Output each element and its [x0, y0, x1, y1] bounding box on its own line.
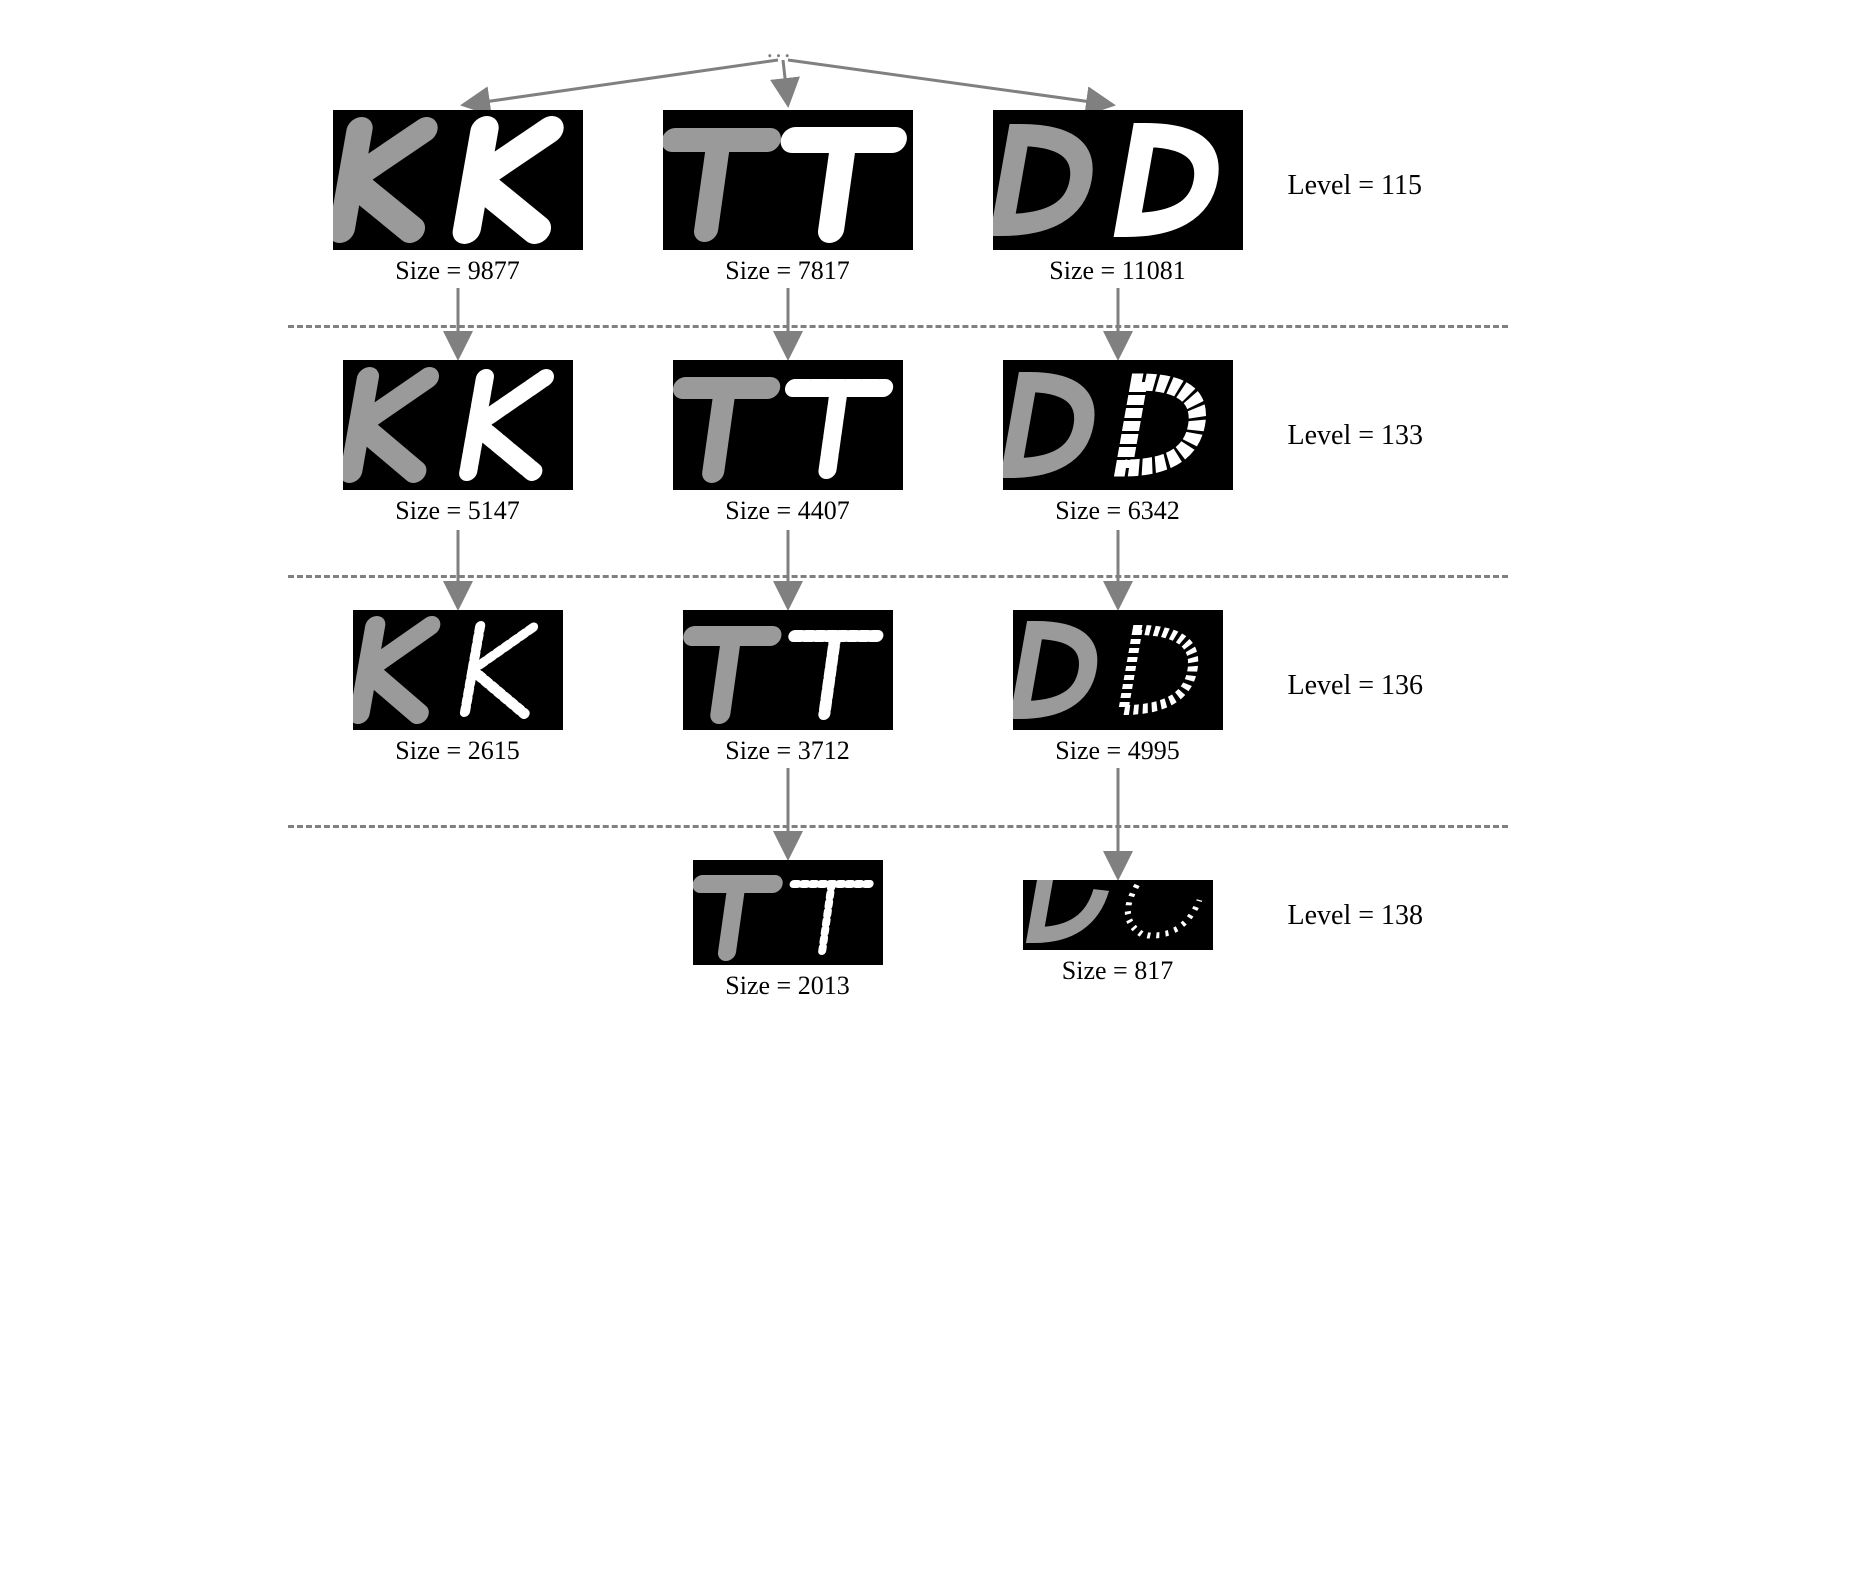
tree-node: Size = 2615 [353, 610, 563, 766]
size-label: Size = 817 [1062, 956, 1173, 986]
letter-tile-T [673, 360, 903, 490]
level-divider [288, 575, 1508, 578]
tree-node: Size = 11081 [993, 110, 1243, 286]
letter-tile-D [1003, 360, 1233, 490]
letter-tile-D [993, 110, 1243, 250]
level-divider [288, 325, 1508, 328]
tree-node: Size = 4995 [1013, 610, 1223, 766]
size-label: Size = 4995 [1055, 736, 1179, 766]
letter-tile-T [683, 610, 893, 730]
tree-node: Size = 9877 [333, 110, 583, 286]
size-label: Size = 7817 [725, 256, 849, 286]
letter-tile-K [343, 360, 573, 490]
letter-tile-K [333, 110, 583, 250]
level-label: Level = 115 [1288, 170, 1423, 202]
figure-canvas: … Level = 115 Level = 133 Level = 136 Le… [288, 40, 1588, 1140]
size-label: Size = 5147 [395, 496, 519, 526]
tree-root-ellipsis: … [766, 34, 792, 64]
tree-node: Size = 5147 [343, 360, 573, 526]
tree-node: Size = 817 [1023, 880, 1213, 986]
tree-node: Size = 7817 [663, 110, 913, 286]
tree-node: Size = 4407 [673, 360, 903, 526]
size-label: Size = 2615 [395, 736, 519, 766]
size-label: Size = 4407 [725, 496, 849, 526]
level-divider [288, 825, 1508, 828]
letter-tile-K [353, 610, 563, 730]
letter-tile-D-fragment [1023, 880, 1213, 950]
tree-node: Size = 2013 [693, 860, 883, 1001]
letter-tile-D [1013, 610, 1223, 730]
tree-node: Size = 6342 [1003, 360, 1233, 526]
level-label: Level = 136 [1288, 670, 1424, 702]
tree-node: Size = 3712 [683, 610, 893, 766]
size-label: Size = 3712 [725, 736, 849, 766]
level-label: Level = 133 [1288, 420, 1424, 452]
level-label: Level = 138 [1288, 900, 1424, 932]
size-label: Size = 9877 [395, 256, 519, 286]
letter-tile-T [693, 860, 883, 965]
letter-tile-T [663, 110, 913, 250]
size-label: Size = 6342 [1055, 496, 1179, 526]
size-label: Size = 11081 [1049, 256, 1185, 286]
size-label: Size = 2013 [725, 971, 849, 1001]
